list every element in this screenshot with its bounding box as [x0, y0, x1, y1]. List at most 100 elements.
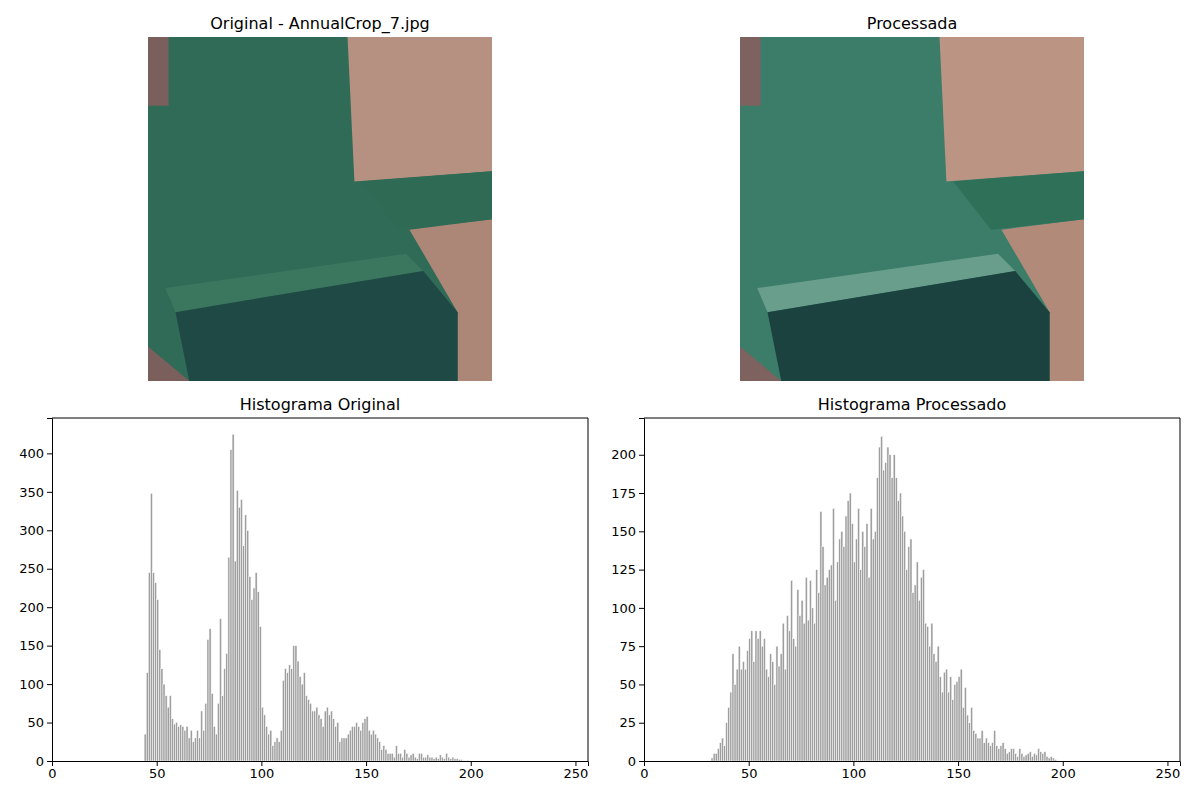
bar	[377, 738, 379, 761]
bar	[437, 759, 439, 761]
bar	[161, 669, 163, 761]
bar	[439, 755, 441, 761]
y-tick-label: 400	[19, 446, 44, 461]
bar	[190, 730, 192, 761]
bar	[370, 734, 372, 761]
bar	[719, 743, 721, 761]
bar	[341, 738, 343, 761]
bar	[1021, 753, 1023, 761]
chart-title: Histograma Original	[240, 395, 401, 414]
bar	[148, 573, 150, 761]
bar	[222, 696, 224, 761]
bar	[820, 511, 822, 761]
bars	[711, 436, 1056, 761]
bar	[776, 646, 778, 761]
bar	[418, 753, 420, 761]
bar	[772, 661, 774, 761]
x-axis-line	[53, 762, 589, 767]
bar	[935, 661, 937, 761]
bar	[883, 470, 885, 761]
bar	[236, 490, 238, 761]
y-tick-mark	[639, 684, 644, 685]
bar	[922, 570, 924, 761]
bar	[1006, 753, 1008, 761]
bar	[379, 742, 381, 761]
x-axis-line	[645, 762, 1181, 767]
bar	[393, 757, 395, 761]
image-region	[176, 271, 458, 381]
bar	[879, 447, 881, 761]
bar	[410, 755, 412, 761]
y-tick-mark	[639, 570, 644, 571]
y-tick-label: 100	[19, 677, 44, 692]
bar	[389, 753, 391, 761]
bar	[1017, 756, 1019, 761]
bar	[144, 734, 146, 761]
bar	[866, 524, 868, 761]
bar	[939, 677, 941, 761]
bar	[770, 654, 772, 761]
bar	[830, 565, 832, 761]
bar	[985, 738, 987, 761]
bar	[1019, 749, 1021, 761]
bar	[322, 726, 324, 761]
y-tick: 25	[619, 715, 644, 730]
bar	[387, 753, 389, 761]
bar	[282, 680, 284, 761]
image-title: Original - AnnualCrop_7.jpg	[210, 14, 430, 34]
bar	[1046, 756, 1048, 761]
bar	[885, 462, 887, 761]
bar	[368, 730, 370, 761]
x-tick-label: 250	[564, 766, 589, 781]
bar	[960, 669, 962, 761]
bar	[1036, 755, 1038, 761]
bar	[255, 573, 257, 761]
image-region	[740, 37, 1084, 381]
bar	[799, 616, 801, 761]
x-tick-label: 200	[459, 766, 484, 781]
bar	[207, 639, 209, 761]
bar	[721, 738, 723, 761]
bar	[358, 726, 360, 761]
bar	[291, 669, 293, 761]
image-region	[768, 271, 1050, 381]
bar	[220, 619, 222, 761]
bar	[981, 730, 983, 761]
image-region	[148, 37, 492, 381]
bar	[289, 665, 291, 761]
x-tick: 200	[459, 761, 484, 781]
bar	[1033, 753, 1035, 761]
bar	[261, 707, 263, 761]
bar	[307, 699, 309, 761]
bar	[862, 531, 864, 761]
bar	[173, 724, 175, 761]
bar	[416, 759, 418, 761]
bar	[786, 616, 788, 761]
bar	[312, 711, 314, 761]
y-tick-mark	[47, 530, 52, 531]
bar	[441, 757, 443, 761]
bar	[782, 623, 784, 761]
y-tick: 100	[611, 601, 644, 616]
bar	[793, 639, 795, 762]
bar	[287, 673, 289, 761]
y-tick: 300	[19, 523, 52, 538]
bar	[301, 684, 303, 761]
bar	[469, 761, 471, 762]
bar	[259, 626, 261, 761]
bar	[749, 639, 751, 762]
bar	[280, 730, 282, 761]
bar	[351, 726, 353, 761]
bar	[711, 758, 713, 761]
bar	[763, 639, 765, 762]
y-tick-mark	[47, 569, 52, 570]
bar	[858, 508, 860, 761]
image-region	[148, 347, 189, 381]
bar	[356, 723, 358, 761]
bar	[818, 593, 820, 761]
bar	[460, 759, 462, 761]
bar	[169, 696, 171, 761]
bar	[864, 547, 866, 761]
bar	[383, 746, 385, 761]
bar	[163, 684, 165, 761]
